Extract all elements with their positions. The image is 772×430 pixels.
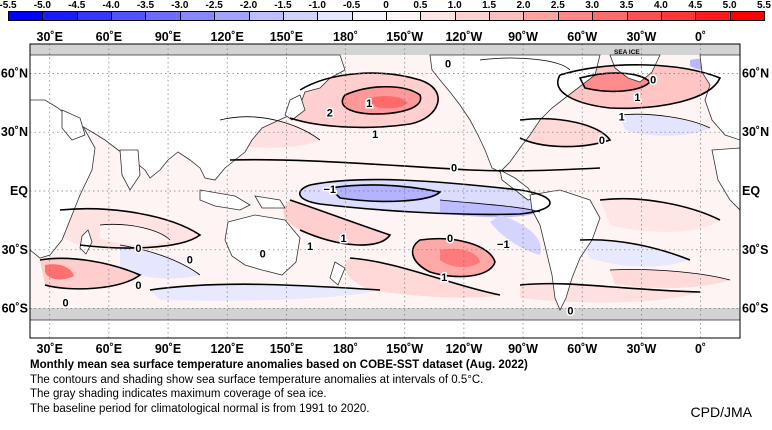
longitude-label: 120˚W [445, 30, 482, 44]
contour-value-label: 0 [62, 298, 68, 310]
color-scale-tick-label: 4.5 [688, 0, 703, 11]
sst-anomaly-map: 30˚E 60˚E 90˚E 120˚E 150˚E 180˚ 150˚W 120˚W 90˚W… [1, 30, 769, 356]
caption-line-sea-ice: The gray shading indicates maximum cover… [30, 388, 327, 400]
credit-label: CPD/JMA [690, 404, 752, 420]
contour-value-label: 1 [619, 112, 625, 124]
contour-value-label: 1 [372, 129, 378, 141]
sea-ice-label: SEA ICE [614, 49, 640, 56]
color-scale-tick-label: -5.0 [33, 0, 51, 11]
map-frame [29, 43, 741, 339]
latitude-labels-left: 60˚N 30˚N EQ 30˚S 60˚S [1, 66, 28, 315]
longitude-label: 150˚W [386, 342, 423, 356]
longitude-label: 120˚E [211, 30, 244, 44]
contour-lines-fine [99, 57, 731, 281]
caption: Monthly mean sea surface temperature ano… [30, 358, 528, 416]
contour-value-label: 1 [341, 233, 347, 245]
latitude-label: 60˚S [742, 302, 768, 316]
color-scale-tick-label: -1.0 [308, 0, 326, 11]
contour-value-label: 2 [327, 108, 333, 120]
longitude-labels-bottom: 30˚E 60˚E 90˚E 120˚E 150˚E 180˚ 150˚W 120˚W 90˚W… [37, 342, 707, 356]
contour-value-label: −1 [497, 239, 510, 251]
color-scale-tick-label: 3.5 [619, 0, 634, 11]
contour-value-label: 0 [650, 74, 656, 86]
color-scale-bar: -5.5 -5.0 -4.5 -4.0 -3.5 -3.0 -2.5 -2.0 -1.5 -1.0… [0, 0, 772, 22]
longitude-label: 0˚ [695, 30, 706, 44]
color-scale-tick-label: -5.5 [0, 0, 17, 11]
longitude-label: 30˚E [37, 30, 63, 44]
color-scale-tick-label: -2.5 [205, 0, 223, 11]
color-scale-tick-label: 0.5 [413, 0, 428, 11]
arctic-sea-ice [30, 44, 740, 55]
contour-value-label: 0 [260, 249, 266, 261]
contour-value-label: 1 [441, 272, 447, 284]
longitude-label: 150˚E [270, 342, 303, 356]
contour-value-label: 0 [599, 135, 605, 147]
contour-value-label: 0 [445, 59, 451, 71]
latitude-labels-right: 60˚N 30˚N EQ 30˚S 60˚S [742, 66, 769, 315]
latitude-label: 30˚N [742, 125, 769, 139]
longitude-label: 60˚E [96, 342, 122, 356]
latitude-label: 60˚N [1, 66, 28, 80]
lat-lon-grid [30, 44, 740, 338]
latitude-label: 60˚N [742, 66, 769, 80]
color-scale-tick-label: 4.0 [653, 0, 668, 11]
color-scale-tick-label: 1.0 [447, 0, 462, 11]
caption-line-baseline: The baseline period for climatological n… [30, 402, 370, 415]
caption-line-contours: The contours and shading show sea surfac… [30, 373, 484, 386]
longitude-label: 90˚E [155, 342, 181, 356]
latitude-label: 60˚S [2, 302, 28, 316]
color-scale-swatch [729, 11, 765, 21]
color-scale-tick-label: 2.5 [550, 0, 565, 11]
longitude-label: 60˚W [567, 342, 597, 356]
contour-value-label: 1 [307, 241, 313, 253]
latitude-label: 30˚S [2, 243, 28, 257]
longitude-label: 180˚ [333, 30, 358, 44]
color-scale-tick-label: -4.0 [102, 0, 120, 11]
caption-title: Monthly mean sea surface temperature ano… [30, 359, 528, 371]
contour-value-label: 0 [187, 255, 193, 267]
longitude-label: 60˚W [567, 30, 597, 44]
latitude-label: 30˚S [742, 243, 768, 257]
longitude-labels-top: 30˚E 60˚E 90˚E 120˚E 150˚E 180˚ 150˚W 120˚W 90˚W… [37, 30, 707, 44]
contour-value-label: 0 [451, 162, 457, 174]
longitude-label: 30˚W [626, 30, 656, 44]
color-scale-tick-label: -2.0 [239, 0, 258, 11]
latitude-label: EQ [10, 184, 28, 198]
color-scale-tick-label: -3.0 [171, 0, 189, 11]
color-scale-tick-label: 3.0 [585, 0, 600, 11]
color-scale-tick-label: 1.5 [482, 0, 497, 11]
color-scale-tick-label: -0.5 [343, 0, 361, 11]
color-scale-tick-label: -4.5 [68, 0, 86, 11]
contour-value-label: 1 [634, 92, 640, 104]
longitude-label: 90˚W [508, 342, 538, 356]
longitude-label: 60˚E [96, 30, 122, 44]
color-scale-tick-label: 2.0 [516, 0, 531, 11]
longitude-label: 120˚E [211, 342, 244, 356]
color-scale-tick-label: -3.5 [136, 0, 155, 11]
contour-value-label: 0 [567, 306, 573, 318]
longitude-label: 90˚E [155, 30, 181, 44]
color-scale-tick-label: -1.5 [274, 0, 292, 11]
longitude-label: 0˚ [695, 342, 706, 356]
longitude-label: 180˚ [333, 342, 358, 356]
longitude-label: 30˚E [37, 342, 63, 356]
color-scale-tick-label: 0 [383, 0, 389, 11]
latitude-label: EQ [742, 184, 760, 198]
contour-lines [39, 63, 722, 296]
longitude-label: 90˚W [508, 30, 538, 44]
longitude-label: 30˚W [626, 342, 656, 356]
contour-value-label: −1 [324, 184, 337, 196]
longitude-label: 150˚E [270, 30, 303, 44]
latitude-label: 30˚N [1, 125, 28, 139]
longitude-label: 120˚W [445, 342, 482, 356]
contour-value-label: 0 [447, 233, 453, 245]
contour-value-label: 0 [135, 243, 141, 255]
color-scale-tick-label: 5.5 [757, 0, 771, 11]
color-scale-tick-label: 5.0 [722, 0, 737, 11]
contour-value-label: 1 [366, 98, 372, 110]
contour-value-label: 0 [135, 280, 141, 292]
longitude-label: 150˚W [386, 30, 423, 44]
